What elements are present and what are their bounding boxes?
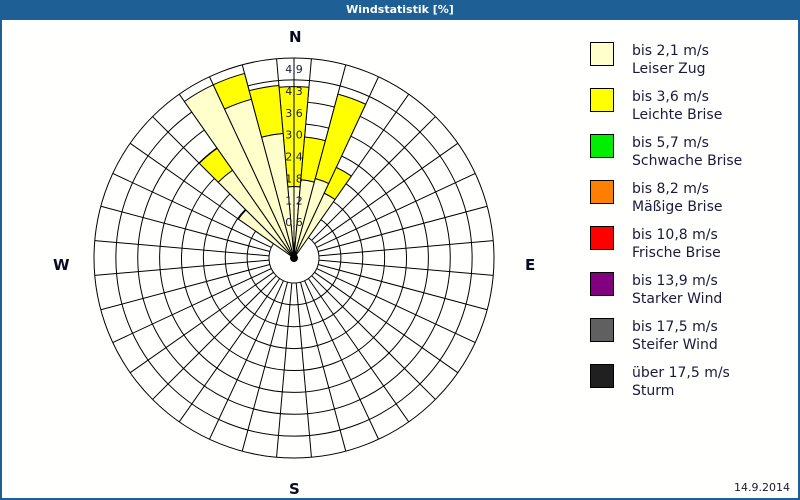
legend-swatch	[590, 364, 614, 388]
wind-sector	[261, 132, 295, 259]
legend-swatch	[590, 42, 614, 66]
legend-range: bis 5,7 m/s	[632, 135, 709, 151]
legend-range: bis 3,6 m/s	[632, 89, 709, 105]
radial-tick-label: 0,6	[285, 216, 303, 229]
legend-range: bis 2,1 m/s	[632, 43, 709, 59]
legend-range: bis 8,2 m/s	[632, 181, 709, 197]
radial-tick-label: 3,6	[285, 107, 303, 120]
wind-rose-chart: 0,6 1,2 1,8 2,4 3,0 3,6 4,3 4,9	[93, 57, 495, 459]
window-title: Windstatistik [%]	[0, 0, 800, 20]
compass-east: E	[525, 256, 536, 274]
legend-label: Schwache Brise	[632, 153, 743, 169]
legend-range: bis 10,8 m/s	[632, 227, 718, 243]
radial-tick-label: 4,9	[285, 63, 303, 76]
legend-range: bis 13,9 m/s	[632, 273, 718, 289]
radial-tick-label: 4,3	[285, 85, 303, 98]
legend-swatch	[590, 318, 614, 342]
legend-label: Leichte Brise	[632, 107, 723, 123]
compass-west: W	[53, 256, 70, 274]
legend-label: Leiser Zug	[632, 61, 706, 77]
radial-tick-label: 1,8	[285, 172, 303, 185]
legend-swatch	[590, 272, 614, 296]
legend-range: bis 17,5 m/s	[632, 319, 718, 335]
compass-south: S	[289, 480, 300, 498]
legend-label: Sturm	[632, 383, 675, 399]
compass-north: N	[289, 28, 302, 46]
legend-swatch	[590, 88, 614, 112]
date-label: 14.9.2014	[734, 481, 790, 494]
wind-sector	[293, 192, 336, 259]
radial-tick-label: 2,4	[285, 151, 303, 164]
legend-label: Frische Brise	[632, 245, 721, 261]
legend-swatch	[590, 180, 614, 204]
legend-swatch	[590, 134, 614, 158]
legend-label: Mäßige Brise	[632, 199, 723, 215]
legend-swatch	[590, 226, 614, 250]
legend-label: Starker Wind	[632, 291, 723, 307]
radial-tick-label: 3,0	[285, 129, 303, 142]
radial-tick-label: 1,2	[285, 194, 303, 207]
legend-label: Steifer Wind	[632, 337, 718, 353]
legend-range: über 17,5 m/s	[632, 365, 730, 381]
